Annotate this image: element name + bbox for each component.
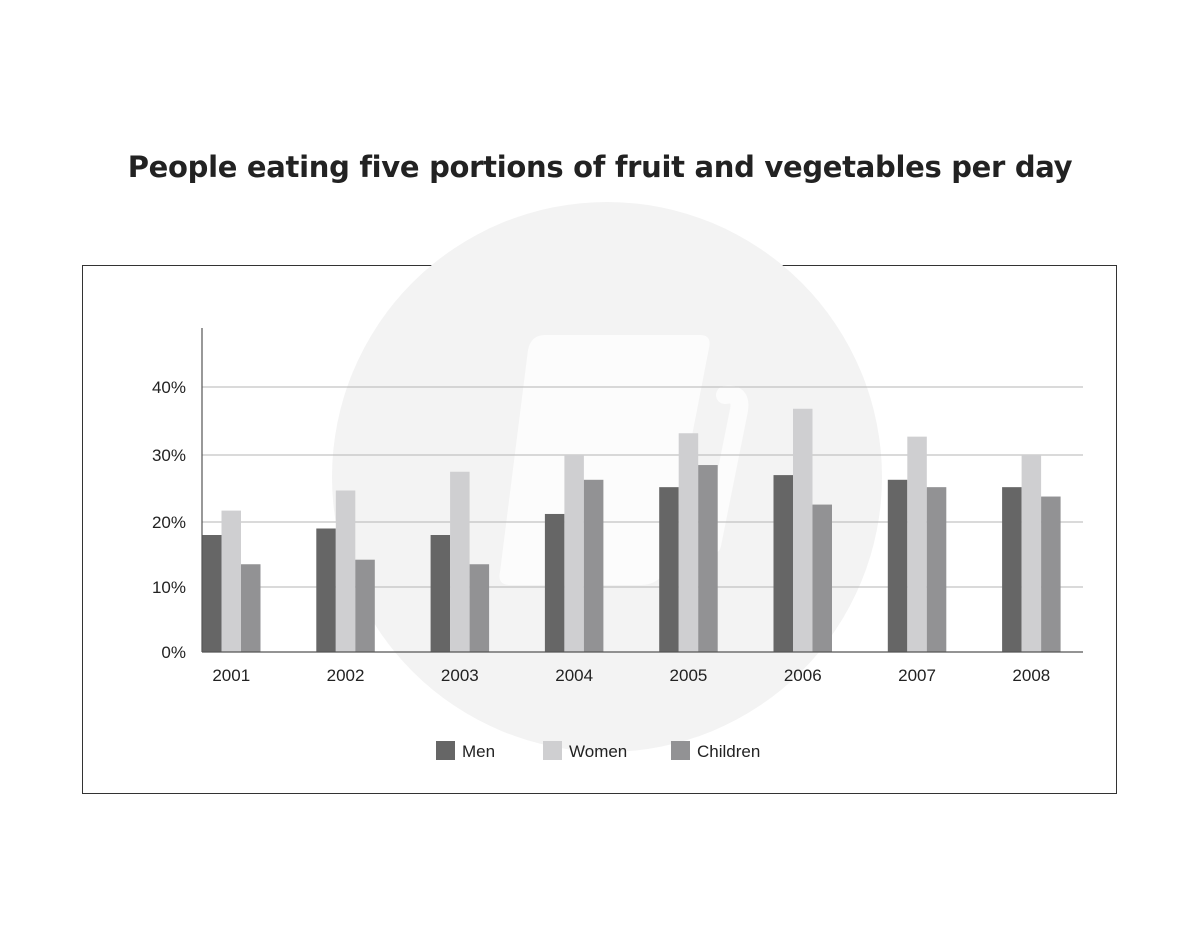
bar-children-2008 xyxy=(1041,496,1061,652)
bar-women-2001 xyxy=(221,510,241,652)
x-tick-label: 2006 xyxy=(784,666,822,685)
bar-children-2002 xyxy=(355,559,375,652)
legend-swatch-children xyxy=(671,741,690,760)
legend-swatch-women xyxy=(543,741,562,760)
bar-women-2004 xyxy=(564,455,584,652)
x-tick-label: 2004 xyxy=(555,666,593,685)
bar-women-2008 xyxy=(1021,455,1042,652)
bar-women-2007 xyxy=(907,436,927,652)
bar-men-2005 xyxy=(659,487,679,652)
x-axis-ticks: 2001 2002 2003 2004 2005 2006 2007 2008 xyxy=(212,666,1050,685)
bar-men-2004 xyxy=(544,513,565,652)
bar-children-2003 xyxy=(469,564,490,652)
y-tick-label: 40% xyxy=(152,378,186,397)
legend-label-women: Women xyxy=(569,742,627,761)
y-tick-label: 30% xyxy=(152,446,186,465)
bar-women-2005 xyxy=(678,433,699,652)
bar-children-2001 xyxy=(241,564,261,652)
y-axis-ticks: 0% 10% 20% 30% 40% xyxy=(152,378,186,662)
axes xyxy=(201,328,1083,653)
x-tick-label: 2001 xyxy=(212,666,250,685)
bar-children-2006 xyxy=(812,504,832,652)
x-tick-label: 2007 xyxy=(898,666,936,685)
bar-women-2003 xyxy=(450,471,470,652)
legend-label-children: Children xyxy=(697,742,760,761)
legend: Men Women Children xyxy=(436,741,760,761)
bar-men-2001 xyxy=(202,535,222,652)
y-tick-label: 10% xyxy=(152,578,186,597)
bar-men-2007 xyxy=(887,479,908,652)
bar-children-2005 xyxy=(698,465,718,652)
x-tick-label: 2002 xyxy=(327,666,365,685)
bars xyxy=(202,408,1061,652)
x-tick-label: 2008 xyxy=(1012,666,1050,685)
bar-men-2008 xyxy=(1002,487,1022,652)
y-tick-label: 0% xyxy=(161,643,186,662)
y-tick-label: 20% xyxy=(152,513,186,532)
legend-swatch-men xyxy=(436,741,455,760)
bar-children-2004 xyxy=(583,479,604,652)
bar-women-2002 xyxy=(335,490,356,652)
bar-men-2002 xyxy=(316,528,336,652)
chart-title: People eating five portions of fruit and… xyxy=(127,150,1073,184)
x-tick-label: 2005 xyxy=(670,666,708,685)
bar-children-2007 xyxy=(926,487,947,652)
x-tick-label: 2003 xyxy=(441,666,479,685)
bar-men-2006 xyxy=(773,475,793,652)
bar-women-2006 xyxy=(793,408,813,652)
legend-label-men: Men xyxy=(462,742,495,761)
bar-men-2003 xyxy=(430,535,451,652)
